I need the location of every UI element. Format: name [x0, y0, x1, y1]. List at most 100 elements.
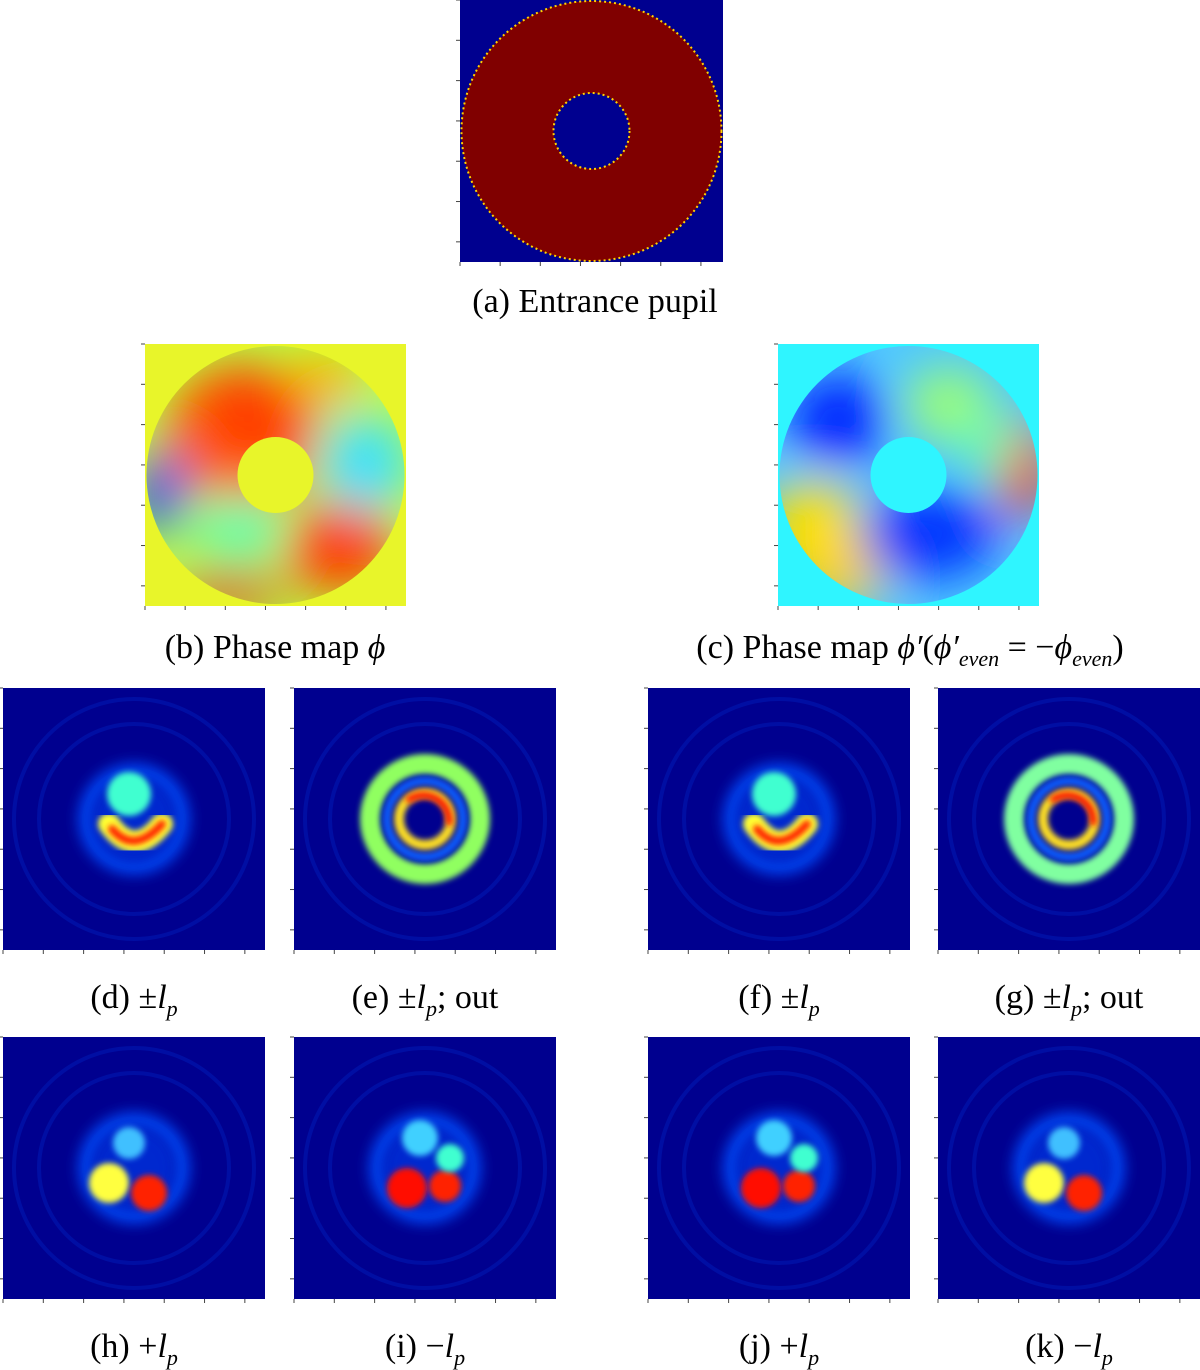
caption-a: (a) Entrance pupil — [380, 282, 810, 322]
caption-g-sub: p — [1070, 996, 1082, 1021]
panel-k-psf — [934, 1036, 1200, 1303]
caption-k: (k) −lp — [918, 1327, 1200, 1370]
caption-k-label: (k) — [1025, 1328, 1065, 1365]
psf-ticks — [290, 1036, 537, 1303]
psf-core — [79, 1113, 189, 1223]
panel-d-psf — [0, 687, 265, 954]
panel-f-psf — [644, 687, 910, 954]
caption-j-label: (j) — [738, 1328, 771, 1365]
caption-j-sub: p — [808, 1345, 820, 1370]
caption-c-paren-open: ( — [922, 629, 934, 666]
caption-g-prefix: ± — [1042, 979, 1062, 1016]
caption-c-rhs-sub: even — [1072, 646, 1113, 671]
psf-faint-ring-0 — [972, 1071, 1166, 1265]
psf-ring — [370, 1113, 480, 1223]
caption-i: (i) −lp — [274, 1327, 576, 1369]
caption-a-text: Entrance pupil — [518, 283, 718, 320]
caption-b-text: Phase map — [212, 629, 368, 666]
psf-faint-ring-1 — [657, 1046, 901, 1290]
caption-c: (c) Phase map ϕ′(ϕ′even = −ϕeven) — [640, 628, 1180, 671]
psf-ring — [1014, 1113, 1124, 1223]
psf-image-g — [934, 687, 1200, 954]
caption-c-paren-close: ) — [1112, 629, 1124, 666]
psf-image-e — [290, 687, 556, 954]
psf-dark-ring — [383, 777, 467, 861]
psf-blob-3 — [113, 1127, 145, 1159]
caption-k-sub: p — [1101, 1345, 1113, 1370]
psf-blob-1 — [387, 1168, 427, 1208]
psf-image-j — [644, 1036, 910, 1303]
caption-f-prefix: ± — [780, 979, 800, 1016]
caption-j: (j) +lp — [628, 1327, 930, 1370]
panel-h-psf — [0, 1036, 265, 1303]
edge-ticks — [141, 343, 387, 610]
pupil-central-obscuration — [552, 92, 631, 170]
psf-ring — [724, 1113, 834, 1223]
psf-ticks — [644, 687, 891, 954]
psf-blob-2 — [752, 772, 796, 816]
psf-blob-3 — [402, 1120, 438, 1156]
caption-h-label: (h) — [90, 1328, 130, 1365]
psf-ticks — [0, 687, 246, 954]
caption-c-symbol: ϕ′ — [897, 629, 923, 666]
psf-faint-ring-0 — [37, 722, 231, 916]
psf-blob-3 — [756, 1120, 792, 1156]
psf-blob-2 — [1066, 1175, 1102, 1211]
caption-f-label: (f) — [738, 979, 773, 1016]
caption-d-prefix: ± — [138, 979, 158, 1016]
psf-outer-ring — [1004, 754, 1134, 884]
psf-image-k — [934, 1036, 1200, 1303]
psf-red-arc — [404, 791, 453, 826]
psf-core — [1004, 754, 1134, 884]
psf-faint-ring-0 — [328, 1071, 522, 1265]
psf-blob-2 — [783, 1170, 815, 1202]
psf-faint-ring-0 — [682, 1071, 876, 1265]
psf-faint-ring-1 — [303, 697, 547, 941]
psf-ring — [724, 764, 834, 874]
psf-blob-2 — [107, 772, 151, 816]
caption-h-symbol: l — [157, 1328, 167, 1365]
caption-c-rhs: ϕ — [1054, 629, 1073, 666]
caption-e-sub: p — [425, 996, 437, 1021]
psf-blob-1 — [1024, 1163, 1064, 1203]
psf-blob-3 — [1048, 1127, 1080, 1159]
psf-core — [1014, 1113, 1124, 1223]
psf-faint-ring-0 — [972, 722, 1166, 916]
caption-c-lhs-sub: even — [958, 646, 1000, 671]
caption-b-symbol: ϕ — [367, 629, 386, 666]
panel-a-entrance-pupil — [456, 0, 723, 266]
panel-j-psf — [644, 1036, 910, 1303]
phase-map-phi-image — [141, 343, 406, 610]
psf-blob-1 — [741, 1168, 781, 1208]
psf-image-h — [0, 1036, 265, 1303]
caption-c-label: (c) — [696, 629, 735, 666]
panel-b-phase-map — [141, 343, 406, 610]
caption-f: (f) ±lp — [628, 978, 930, 1020]
caption-d-label: (d) — [90, 979, 131, 1016]
caption-c-text: Phase map — [742, 629, 898, 666]
caption-c-lhs: ϕ′ — [933, 629, 959, 666]
psf-faint-ring-1 — [12, 1046, 256, 1290]
caption-d: (d) ±lp — [0, 978, 285, 1020]
psf-faint-ring-1 — [947, 1046, 1191, 1290]
psf-ticks — [934, 687, 1181, 954]
caption-i-prefix: − — [425, 1328, 445, 1365]
psf-arc-core — [108, 820, 166, 845]
caption-i-label: (i) — [384, 1328, 417, 1365]
psf-faint-ring-0 — [328, 722, 522, 916]
phase-c-disk — [779, 346, 1038, 604]
caption-h-prefix: + — [138, 1328, 158, 1365]
caption-k-symbol: l — [1092, 1328, 1102, 1365]
panel-i-psf — [290, 1036, 556, 1303]
psf-blob-1 — [89, 1163, 129, 1203]
edge-ticks — [774, 343, 1020, 610]
psf-faint-ring-1 — [12, 697, 256, 941]
caption-e-suffix: ; out — [436, 979, 499, 1016]
psf-core — [360, 754, 490, 884]
psf-faint-ring-0 — [37, 1071, 231, 1265]
psf-center-hole — [1060, 810, 1078, 828]
psf-faint-ring-1 — [303, 1046, 547, 1290]
psf-blob-4 — [790, 1144, 818, 1172]
psf-core — [724, 764, 834, 874]
psf-image-f — [644, 687, 910, 954]
